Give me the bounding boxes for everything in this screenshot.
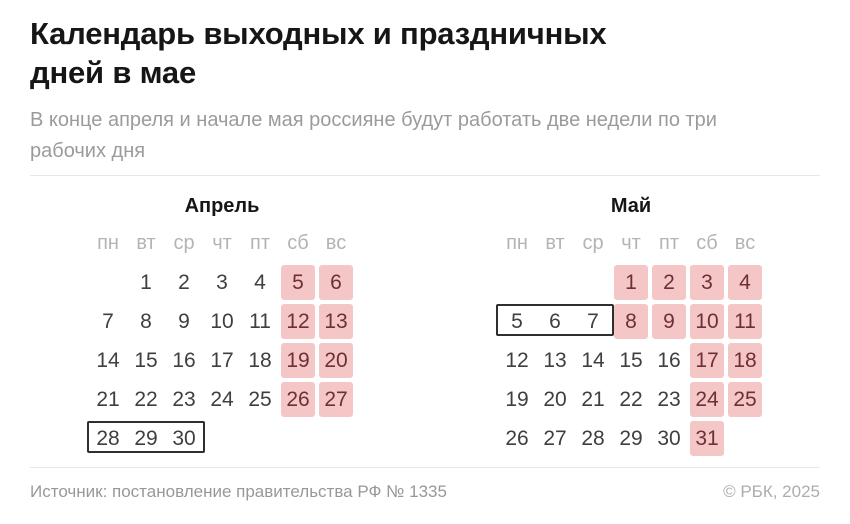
calendar-day: 14: [96, 348, 120, 372]
weekday-label: вс: [325, 232, 347, 255]
calendar-day: 12: [505, 348, 529, 372]
calendar-day: 30: [657, 426, 681, 450]
calendar-day: 4: [254, 270, 266, 294]
weekday-label: сб: [696, 232, 718, 255]
weekday-label: вт: [136, 232, 156, 255]
page-subtitle: В конце апреля и начале мая россияне буд…: [30, 109, 717, 163]
calendar-day: 7: [102, 309, 114, 333]
weekday-label: пн: [97, 232, 119, 255]
calendar-day: 10: [688, 302, 726, 342]
weekday-label: ср: [173, 232, 195, 255]
calendar-day: 21: [96, 387, 120, 411]
calendar-day: 17: [210, 348, 234, 372]
calendar-day: 16: [172, 348, 196, 372]
weekday-label: ср: [582, 232, 604, 255]
source-note: Источник: постановление правительства РФ…: [30, 482, 447, 502]
calendar-day: 26: [279, 380, 317, 420]
page-title: Календарь выходных и праздничных дней в …: [30, 16, 607, 91]
calendar-day: 24: [210, 387, 234, 411]
calendar-day: 5: [279, 263, 317, 303]
calendar-day: 24: [688, 380, 726, 420]
month-title-may: Май: [610, 195, 652, 218]
calendar-day: 1: [612, 263, 650, 303]
calendar-grid-may: пн вт ср чт пт сб вс 1 2 3 4 5 6 7 8 9 10 11 12 13 14 15 16 17 1…: [496, 224, 764, 459]
calendar-day: 20: [317, 341, 355, 381]
calendar-day: 22: [134, 387, 158, 411]
calendars-row: Апрель пн вт ср чт пт сб вс 1 2 3 4 5 6 7 8 9 10 11 12 13 14…: [30, 194, 820, 459]
calendar-day: 29: [619, 426, 643, 450]
weekday-label: пт: [659, 232, 679, 255]
calendar-day: 27: [543, 426, 567, 450]
weekday-label: сб: [287, 232, 309, 255]
calendar-day: 20: [543, 387, 567, 411]
calendar-day: 28: [581, 426, 605, 450]
footer-divider: [30, 467, 820, 469]
calendar-day: 4: [726, 263, 764, 303]
calendar-day: 26: [505, 426, 529, 450]
calendar-day: 14: [581, 348, 605, 372]
calendar-day: 28: [96, 426, 120, 450]
calendar-day: 1: [140, 270, 152, 294]
calendar-day: 18: [248, 348, 272, 372]
calendar-day: 8: [612, 302, 650, 342]
calendar-day: 17: [688, 341, 726, 381]
calendar-day: 6: [549, 309, 561, 333]
weekday-label: вт: [545, 232, 565, 255]
calendar-day: 15: [134, 348, 158, 372]
calendar-day: 31: [688, 419, 726, 459]
calendar-day: 16: [657, 348, 681, 372]
calendar-day: 2: [178, 270, 190, 294]
weekday-label: чт: [621, 232, 641, 255]
weekday-label: пн: [506, 232, 528, 255]
calendar-day: 22: [619, 387, 643, 411]
calendar-day: 9: [178, 309, 190, 333]
calendar-day: 23: [657, 387, 681, 411]
weekday-label: чт: [212, 232, 232, 255]
calendar-day: 11: [249, 309, 271, 333]
calendar-day: 29: [134, 426, 158, 450]
calendar-day: 8: [140, 309, 152, 333]
calendar-day: 15: [619, 348, 643, 372]
calendar-day: 13: [317, 302, 355, 342]
calendar-grid-april: пн вт ср чт пт сб вс 1 2 3 4 5 6 7 8 9 10 11 12 13 14 15 16 17 1…: [87, 224, 355, 458]
calendar-day: 25: [248, 387, 272, 411]
calendar-day: 11: [726, 302, 764, 342]
calendar-day: 10: [210, 309, 234, 333]
calendar-day: 7: [587, 309, 599, 333]
calendar-day: 23: [172, 387, 196, 411]
calendar-day: 13: [543, 348, 567, 372]
weekday-label: вс: [734, 232, 756, 255]
calendar-day: 3: [216, 270, 228, 294]
calendar-day: 12: [279, 302, 317, 342]
calendar-day: 21: [581, 387, 605, 411]
weekday-label: пт: [250, 232, 270, 255]
calendar-day: 25: [726, 380, 764, 420]
calendar-day: 19: [279, 341, 317, 381]
footer: Источник: постановление правительства РФ…: [30, 482, 820, 502]
copyright-note: © РБК, 2025: [723, 482, 820, 502]
top-divider: [30, 175, 820, 177]
calendar-day: 6: [317, 263, 355, 303]
calendar-day: 18: [726, 341, 764, 381]
month-title-april: Апрель: [184, 195, 260, 218]
calendar-day: 9: [650, 302, 688, 342]
calendar-day: 2: [650, 263, 688, 303]
calendar-day: 3: [688, 263, 726, 303]
calendar-day: 27: [317, 380, 355, 420]
calendar-april: Апрель пн вт ср чт пт сб вс 1 2 3 4 5 6 7 8 9 10 11 12 13 14…: [87, 194, 355, 458]
calendar-day: 19: [505, 387, 529, 411]
calendar-day: 5: [511, 309, 523, 333]
calendar-may: Май пн вт ср чт пт сб вс 1 2 3 4 5 6 7 8 9 10 11 12 13 14 15 1…: [496, 194, 764, 459]
infographic-page: Календарь выходных и праздничных дней в …: [30, 16, 820, 502]
calendar-day: 30: [172, 426, 196, 450]
